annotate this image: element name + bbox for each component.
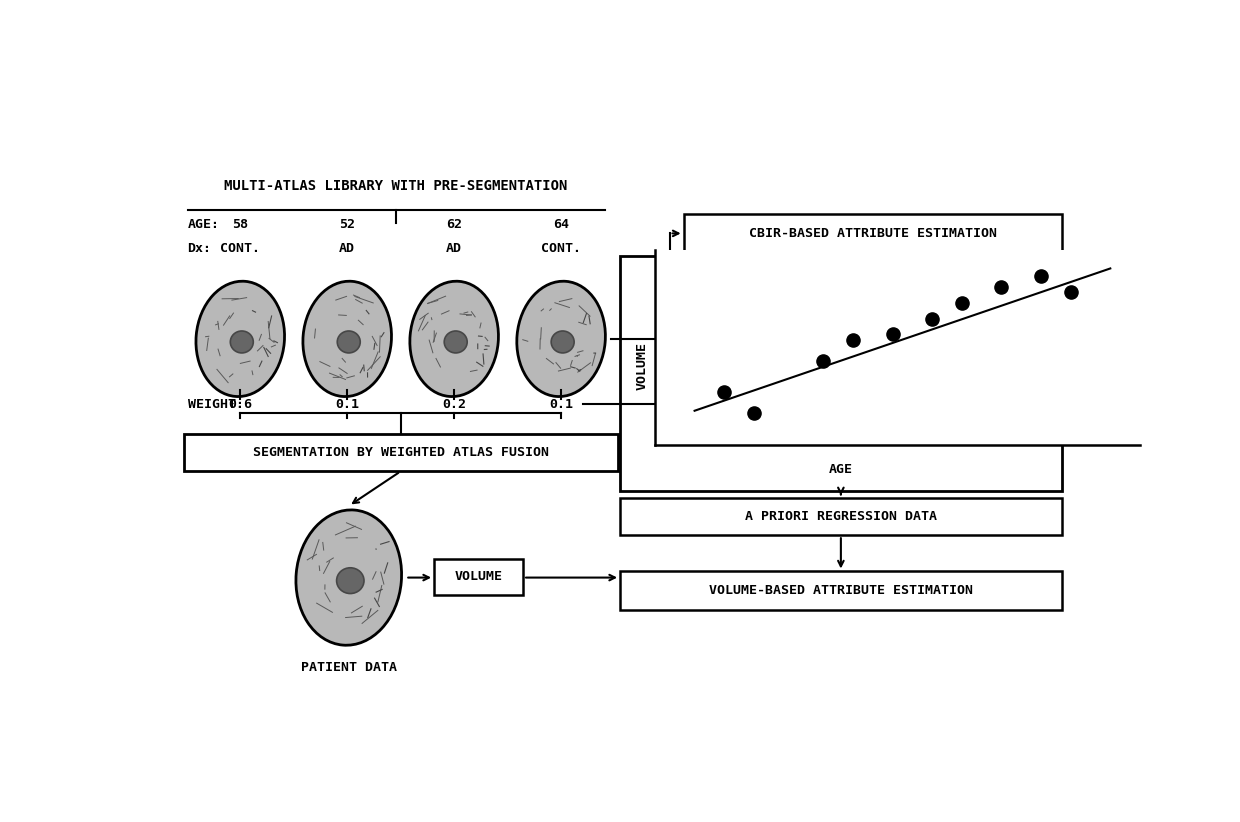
Text: AD: AD bbox=[340, 242, 355, 255]
Point bbox=[1060, 285, 1080, 298]
Ellipse shape bbox=[296, 510, 402, 645]
FancyBboxPatch shape bbox=[683, 215, 1061, 252]
FancyBboxPatch shape bbox=[185, 434, 619, 471]
Text: SEGMENTATION BY WEIGHTED ATLAS FUSION: SEGMENTATION BY WEIGHTED ATLAS FUSION bbox=[253, 446, 549, 459]
Point bbox=[744, 407, 764, 420]
Text: 64: 64 bbox=[553, 219, 569, 232]
Text: CONT.: CONT. bbox=[221, 242, 260, 255]
Text: 58: 58 bbox=[232, 219, 248, 232]
Text: 0.1: 0.1 bbox=[335, 398, 360, 411]
Text: VOLUME-BASED ATTRIBUTE ESTIMATION: VOLUME-BASED ATTRIBUTE ESTIMATION bbox=[709, 584, 973, 597]
Text: A PRIORI REGRESSION DATA: A PRIORI REGRESSION DATA bbox=[745, 510, 937, 524]
Text: PATIENT DATA: PATIENT DATA bbox=[301, 661, 397, 674]
Point bbox=[883, 328, 903, 341]
Ellipse shape bbox=[336, 568, 365, 593]
Text: WEIGHT:: WEIGHT: bbox=[187, 398, 243, 411]
Point bbox=[843, 333, 863, 346]
Text: VOLUME: VOLUME bbox=[635, 342, 649, 390]
Text: 0.1: 0.1 bbox=[549, 398, 573, 411]
Ellipse shape bbox=[303, 281, 392, 396]
Point bbox=[714, 386, 734, 399]
Ellipse shape bbox=[337, 331, 361, 353]
Ellipse shape bbox=[517, 281, 605, 396]
FancyBboxPatch shape bbox=[620, 571, 1061, 610]
Text: AD: AD bbox=[446, 242, 463, 255]
Ellipse shape bbox=[444, 331, 467, 353]
Text: 0.2: 0.2 bbox=[443, 398, 466, 411]
Text: Dx:: Dx: bbox=[187, 242, 212, 255]
Text: 52: 52 bbox=[340, 219, 355, 232]
Ellipse shape bbox=[551, 331, 574, 353]
Text: 0.6: 0.6 bbox=[228, 398, 252, 411]
Text: CBIR-BASED ATTRIBUTE ESTIMATION: CBIR-BASED ATTRIBUTE ESTIMATION bbox=[749, 227, 997, 240]
Text: CONT.: CONT. bbox=[541, 242, 582, 255]
Ellipse shape bbox=[410, 281, 498, 396]
Point bbox=[1032, 270, 1052, 283]
FancyBboxPatch shape bbox=[620, 256, 1061, 492]
Ellipse shape bbox=[196, 281, 284, 396]
Point bbox=[923, 312, 942, 325]
FancyBboxPatch shape bbox=[620, 498, 1061, 535]
Text: VOLUME: VOLUME bbox=[455, 570, 502, 584]
Text: MULTI-ATLAS LIBRARY WITH PRE-SEGMENTATION: MULTI-ATLAS LIBRARY WITH PRE-SEGMENTATIO… bbox=[224, 178, 568, 192]
Point bbox=[992, 280, 1012, 293]
Text: AGE: AGE bbox=[828, 464, 853, 476]
Text: 62: 62 bbox=[446, 219, 463, 232]
Ellipse shape bbox=[231, 331, 253, 353]
Text: AGE:: AGE: bbox=[187, 219, 219, 232]
FancyBboxPatch shape bbox=[434, 559, 523, 594]
Point bbox=[813, 354, 833, 367]
Point bbox=[952, 296, 972, 309]
